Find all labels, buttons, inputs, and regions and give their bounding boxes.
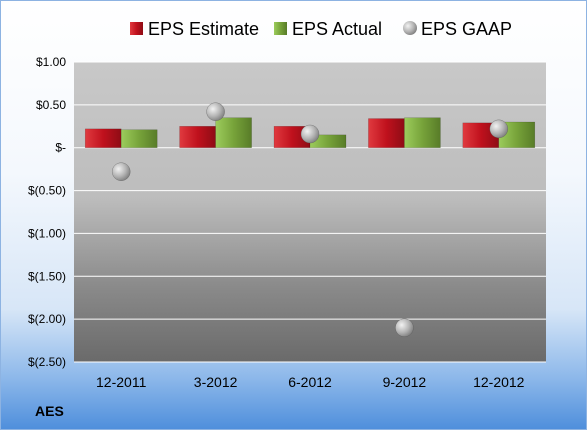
bar-eps-estimate-3-2012: [179, 126, 216, 148]
y-tick-label: $(1.50): [28, 269, 66, 283]
legend-swatch-1: [274, 22, 287, 35]
y-axis: $1.00 $0.50 $- $(0.50) $(1.00) $(1.50) $(2.00)…: [28, 55, 66, 369]
bar-eps-estimate-12-2011: [84, 128, 122, 148]
data-marks: [84, 102, 536, 337]
y-tick-label: $(2.00): [28, 312, 66, 326]
legend-label: EPS GAAP: [421, 19, 512, 39]
y-tick-label: $-: [55, 141, 66, 155]
x-tick-label: 12-2012: [473, 374, 525, 390]
ticker-label: AES: [35, 403, 64, 419]
legend-swatch-0: [130, 22, 143, 35]
bar-eps-actual-12-2011: [120, 129, 158, 148]
legend-swatch-2: [403, 21, 417, 35]
y-tick-label: $(0.50): [28, 184, 66, 198]
point-eps-gaap-9-2012: [395, 318, 414, 337]
bar-eps-actual-9-2012: [404, 117, 441, 148]
bar-eps-estimate-9-2012: [368, 118, 405, 148]
point-eps-gaap-12-2012: [489, 119, 509, 139]
y-tick-label: $0.50: [36, 98, 66, 112]
legend: EPS Estimate EPS Actual EPS GAAP: [130, 19, 512, 39]
point-eps-gaap-3-2012: [206, 102, 225, 121]
x-axis: 12-2011 3-2012 6-2012 9-2012 12-2012: [96, 374, 525, 390]
x-tick-label: 3-2012: [194, 374, 238, 390]
y-tick-label: $(2.50): [28, 355, 66, 369]
x-tick-label: 9-2012: [383, 374, 427, 390]
bar-eps-actual-3-2012: [215, 117, 252, 148]
x-tick-label: 12-2011: [96, 374, 147, 390]
y-tick-label: $(1.00): [28, 226, 66, 240]
legend-label: EPS Actual: [292, 19, 382, 39]
point-eps-gaap-12-2011: [111, 162, 131, 181]
plot-area: [74, 62, 546, 362]
point-eps-gaap-6-2012: [300, 124, 320, 144]
legend-label: EPS Estimate: [148, 19, 259, 39]
x-tick-label: 6-2012: [288, 374, 332, 390]
y-tick-label: $1.00: [36, 55, 66, 69]
